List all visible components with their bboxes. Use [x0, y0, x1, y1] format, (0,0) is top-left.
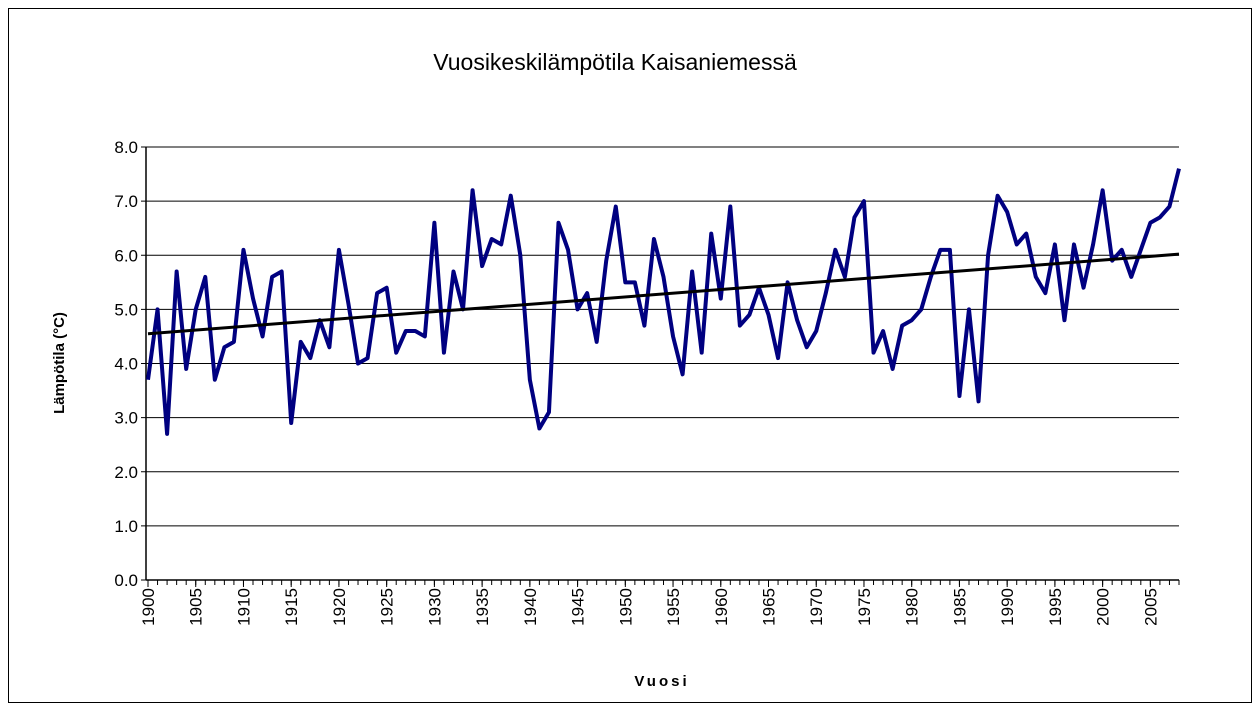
x-tick-label: 1940 — [521, 588, 540, 626]
chart-title: Vuosikeskilämpötila Kaisaniemessä — [433, 49, 797, 75]
x-tick-label: 1945 — [569, 588, 588, 626]
x-tick-label: 1925 — [378, 588, 397, 626]
y-tick-label: 7.0 — [114, 192, 138, 211]
x-tick-label: 1965 — [760, 588, 779, 626]
x-tick-label: 1920 — [330, 588, 349, 626]
y-tick-label: 8.0 — [114, 138, 138, 157]
x-tick-label: 1955 — [664, 588, 683, 626]
x-tick-label: 1915 — [282, 588, 301, 626]
x-tick-label: 1910 — [234, 588, 253, 626]
x-tick-label: 2000 — [1094, 588, 1113, 626]
y-tick-label: 6.0 — [114, 246, 138, 265]
x-tick-label: 1995 — [1046, 588, 1065, 626]
y-axis-label: Lämpötila (°C) — [51, 312, 68, 414]
y-tick-label: 0.0 — [114, 571, 138, 590]
x-tick-label: 1905 — [187, 588, 206, 626]
x-tick-label: 1930 — [425, 588, 444, 626]
x-tick-label: 1985 — [950, 588, 969, 626]
y-tick-label: 1.0 — [114, 517, 138, 536]
x-tick-label: 1935 — [473, 588, 492, 626]
y-tick-label: 2.0 — [114, 463, 138, 482]
x-tick-label: 2005 — [1141, 588, 1160, 626]
x-tick-label: 1900 — [139, 588, 158, 626]
x-tick-label: 1960 — [712, 588, 731, 626]
trend-line — [147, 252, 1180, 336]
x-tick-label: 1975 — [855, 588, 874, 626]
y-tick-label: 5.0 — [114, 300, 138, 319]
x-tick-label: 1990 — [998, 588, 1017, 626]
y-tick-label: 4.0 — [114, 355, 138, 374]
x-tick-label: 1950 — [616, 588, 635, 626]
x-axis-label: Vuosi — [634, 673, 689, 690]
chart-frame — [8, 8, 1252, 703]
x-tick-label: 1980 — [903, 588, 922, 626]
x-tick-label: 1970 — [807, 588, 826, 626]
y-tick-label: 3.0 — [114, 409, 138, 428]
